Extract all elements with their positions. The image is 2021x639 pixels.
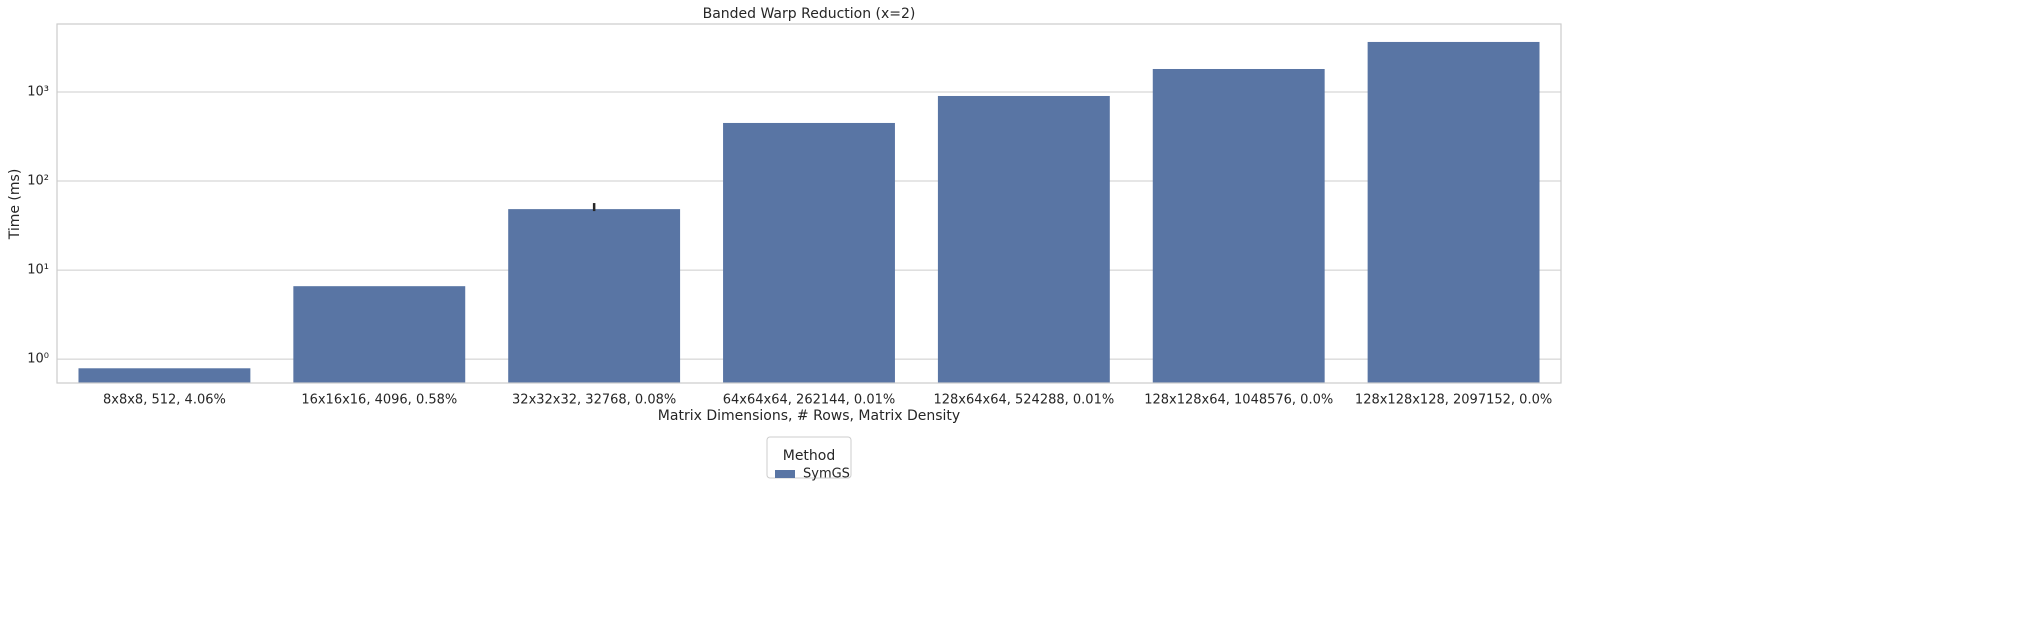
chart-title: Banded Warp Reduction (x=2) bbox=[703, 6, 916, 22]
x-tick-label: 128x128x128, 2097152, 0.0% bbox=[1355, 393, 1552, 408]
y-tick-label: 10³ bbox=[27, 84, 49, 99]
bar bbox=[293, 286, 466, 383]
bar bbox=[723, 122, 895, 384]
bar bbox=[937, 95, 1110, 383]
x-tick-label: 8x8x8, 512, 4.06% bbox=[103, 393, 226, 408]
x-tick-label: 128x128x64, 1048576, 0.0% bbox=[1144, 393, 1333, 408]
x-tick-label: 32x32x32, 32768, 0.08% bbox=[512, 393, 676, 408]
legend-label: SymGS bbox=[803, 467, 850, 482]
bar bbox=[1367, 41, 1540, 383]
y-tick-label: 10⁰ bbox=[27, 352, 49, 367]
y-axis-label: Time (ms) bbox=[7, 169, 23, 241]
legend-swatch bbox=[775, 470, 795, 478]
plot-frame bbox=[56, 23, 1562, 384]
x-tick-label: 16x16x16, 4096, 0.58% bbox=[301, 393, 457, 408]
bar bbox=[78, 368, 251, 383]
x-tick-label: 128x64x64, 524288, 0.01% bbox=[933, 393, 1114, 408]
x-axis-label: Matrix Dimensions, # Rows, Matrix Densit… bbox=[658, 408, 960, 424]
legend-title: Method bbox=[783, 448, 836, 464]
bar bbox=[1152, 68, 1325, 383]
legend-box bbox=[766, 436, 852, 479]
x-tick-label: 64x64x64, 262144, 0.01% bbox=[723, 393, 895, 408]
y-tick-label: 10² bbox=[27, 174, 49, 189]
bar bbox=[508, 209, 681, 383]
y-tick-label: 10¹ bbox=[27, 263, 49, 278]
